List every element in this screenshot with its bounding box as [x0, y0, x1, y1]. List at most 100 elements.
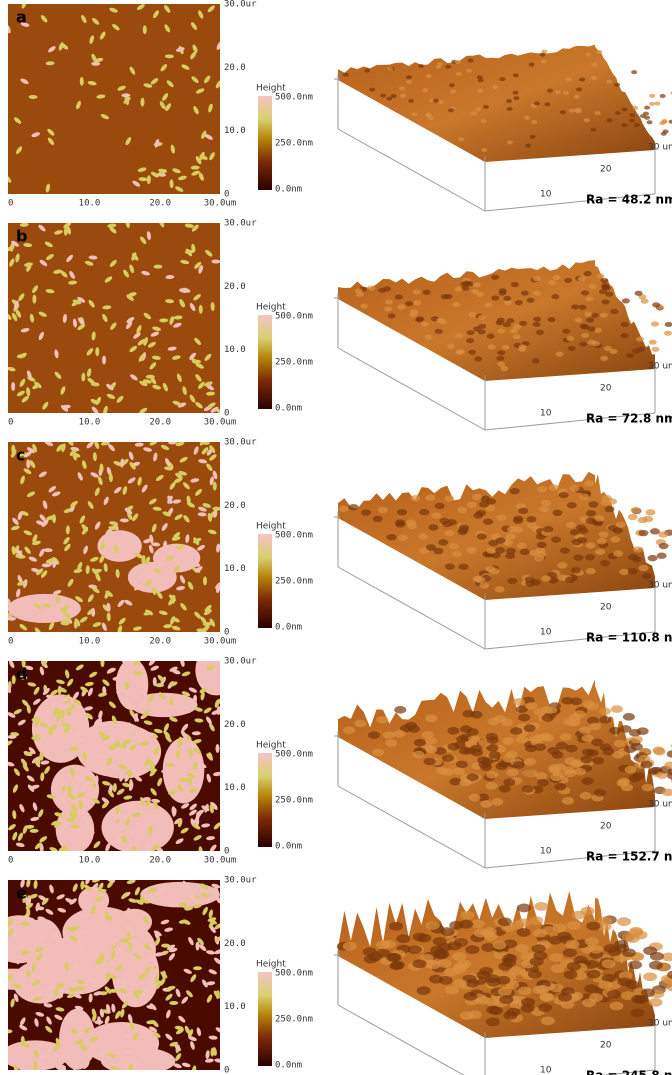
bump — [465, 945, 479, 954]
bump — [399, 86, 405, 90]
bump — [607, 118, 613, 122]
bump — [421, 322, 429, 327]
bump — [609, 727, 621, 735]
bump — [417, 934, 431, 943]
bump — [564, 970, 578, 979]
bump — [372, 748, 384, 756]
bump — [413, 300, 421, 305]
bump — [635, 291, 643, 296]
roughness: Ra = 152.7 nm — [586, 850, 672, 864]
bump — [464, 992, 478, 1001]
bump — [515, 944, 529, 953]
bump — [581, 290, 589, 295]
bump — [600, 560, 610, 566]
bump — [425, 715, 437, 723]
bump — [466, 69, 472, 73]
x-tick-label: 10.0 — [79, 199, 101, 209]
bump — [547, 747, 559, 755]
bump — [569, 714, 581, 722]
colorbar — [258, 96, 272, 190]
bump — [497, 328, 505, 333]
figure: a010.020.030.0um30.0ur20.010.00Height500… — [0, 0, 672, 1075]
bump — [426, 921, 440, 930]
bump — [562, 797, 574, 805]
bump — [486, 566, 496, 572]
bump — [602, 299, 610, 304]
roughness: Ra = 245.8 nm — [586, 1069, 672, 1075]
bump — [536, 330, 544, 335]
bump — [541, 500, 551, 506]
bump — [622, 298, 630, 303]
bump — [579, 77, 585, 81]
bump — [433, 99, 439, 103]
y-tick-label: 20.0 — [224, 720, 246, 730]
bump — [478, 78, 484, 82]
bump — [575, 109, 581, 113]
bump — [525, 144, 531, 148]
bump — [584, 271, 592, 276]
bump — [376, 940, 390, 949]
bump — [518, 714, 530, 722]
bump — [393, 730, 405, 738]
bump — [629, 119, 635, 123]
bump — [499, 995, 513, 1004]
bump — [577, 537, 587, 543]
bump — [388, 313, 396, 318]
bump — [406, 80, 412, 84]
bump — [628, 514, 638, 520]
bump — [623, 713, 635, 721]
bump — [397, 509, 407, 515]
bump — [532, 358, 540, 363]
bump — [499, 785, 511, 793]
bump — [449, 83, 455, 87]
bump — [507, 140, 513, 144]
panel-label: c — [16, 446, 25, 465]
bump — [483, 105, 489, 109]
bump — [396, 934, 410, 943]
bump — [387, 67, 393, 71]
bump — [566, 522, 576, 528]
bump — [588, 501, 598, 507]
bump — [601, 959, 615, 968]
bump — [564, 278, 572, 283]
bump — [410, 495, 420, 501]
bump — [600, 313, 608, 318]
bump — [394, 706, 406, 714]
bump — [424, 758, 436, 766]
bump — [349, 504, 359, 510]
bump — [606, 80, 612, 84]
bump — [495, 586, 505, 592]
colorbar-tick: 250.0nm — [275, 577, 313, 587]
y-tick-label: 0 — [224, 409, 229, 419]
afm-image — [4, 0, 223, 194]
surface-tick: 10 — [540, 847, 552, 857]
bump — [533, 276, 541, 281]
bump — [461, 286, 469, 291]
bump — [470, 745, 482, 753]
bump — [592, 757, 604, 765]
bump — [633, 546, 643, 552]
y-tick-label: 10.0 — [224, 126, 246, 136]
bump — [433, 937, 447, 946]
bump — [629, 113, 635, 117]
grain — [7, 617, 16, 621]
bump — [548, 280, 556, 285]
bump — [467, 547, 477, 553]
bump — [520, 549, 530, 555]
bump — [641, 299, 649, 304]
bump — [667, 750, 672, 758]
bump — [459, 920, 473, 929]
bump — [621, 333, 629, 338]
surface-tick: 30 um — [648, 1019, 672, 1029]
bump — [541, 575, 551, 581]
bump — [338, 506, 348, 512]
bump — [457, 507, 467, 513]
bump — [478, 329, 486, 334]
bump — [602, 747, 614, 755]
bump — [473, 282, 481, 287]
bump — [513, 334, 521, 339]
bump — [581, 734, 593, 742]
bump — [529, 916, 543, 925]
bump — [614, 83, 620, 87]
bump — [434, 951, 448, 960]
